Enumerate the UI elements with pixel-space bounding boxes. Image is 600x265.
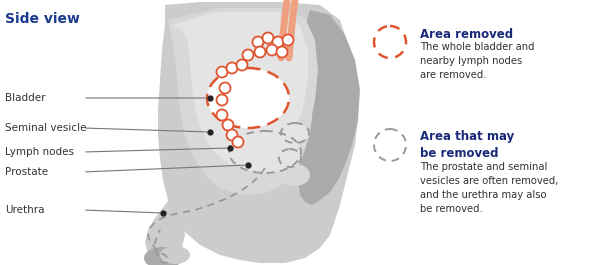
- Text: Urethra: Urethra: [5, 205, 44, 215]
- Polygon shape: [158, 2, 358, 263]
- Text: Lymph nodes: Lymph nodes: [5, 147, 74, 157]
- Circle shape: [233, 136, 244, 148]
- Circle shape: [263, 33, 274, 43]
- Circle shape: [266, 45, 277, 55]
- Polygon shape: [168, 8, 318, 195]
- Polygon shape: [298, 10, 360, 205]
- Polygon shape: [145, 195, 185, 263]
- Text: Side view: Side view: [5, 12, 80, 26]
- Circle shape: [253, 37, 263, 47]
- Circle shape: [217, 67, 227, 77]
- Circle shape: [217, 109, 227, 121]
- Circle shape: [220, 82, 230, 94]
- Circle shape: [272, 37, 284, 47]
- Ellipse shape: [144, 247, 182, 265]
- Circle shape: [374, 26, 406, 58]
- Ellipse shape: [160, 246, 190, 264]
- Text: The whole bladder and
nearby lymph nodes
are removed.: The whole bladder and nearby lymph nodes…: [420, 42, 535, 80]
- Text: Area that may
be removed: Area that may be removed: [420, 130, 514, 160]
- Circle shape: [227, 130, 238, 140]
- Text: Prostate: Prostate: [5, 167, 48, 177]
- Circle shape: [254, 46, 265, 58]
- Circle shape: [374, 129, 406, 161]
- Ellipse shape: [207, 68, 289, 128]
- Ellipse shape: [279, 149, 301, 167]
- Circle shape: [223, 120, 233, 130]
- Ellipse shape: [229, 131, 301, 173]
- Text: Seminal vesicle: Seminal vesicle: [5, 123, 86, 133]
- Polygon shape: [172, 12, 308, 168]
- Circle shape: [242, 50, 254, 60]
- Circle shape: [283, 34, 293, 46]
- Ellipse shape: [280, 164, 310, 186]
- Circle shape: [236, 60, 248, 70]
- Text: The prostate and seminal
vesicles are often removed,
and the urethra may also
be: The prostate and seminal vesicles are of…: [420, 162, 559, 214]
- Text: Area removed: Area removed: [420, 28, 513, 41]
- Text: Bladder: Bladder: [5, 93, 46, 103]
- Ellipse shape: [281, 123, 309, 143]
- Circle shape: [227, 63, 238, 73]
- Circle shape: [217, 95, 227, 105]
- Circle shape: [277, 46, 287, 58]
